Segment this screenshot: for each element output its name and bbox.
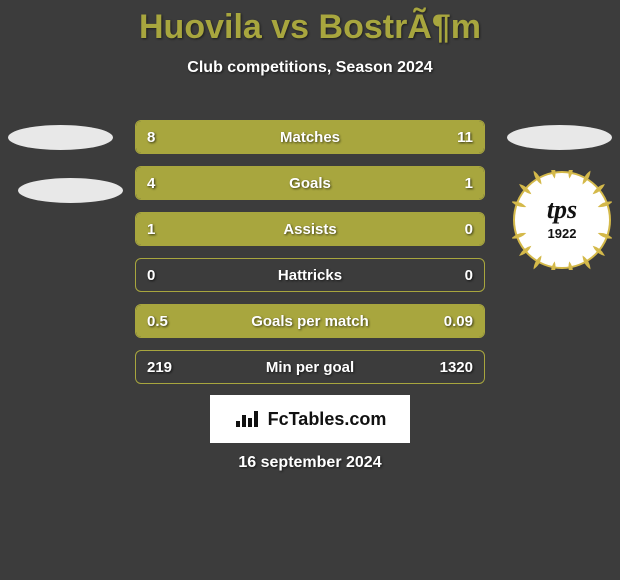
- stats-container: 811Matches 41Goals 10Assists 00Hattricks 0.5…: [135, 120, 485, 396]
- club-badge: tps 1922: [512, 170, 612, 270]
- stat-row: 10Assists: [135, 212, 485, 246]
- brand-watermark: FcTables.com: [210, 395, 410, 443]
- badge-text-year: 1922: [548, 226, 577, 241]
- stat-bar-track: [135, 212, 485, 246]
- stat-bar-left-fill: [136, 167, 404, 199]
- stat-bar-left-fill: [136, 121, 275, 153]
- stat-bar-track: [135, 258, 485, 292]
- stat-bar-track: [135, 120, 485, 154]
- brand-text: FcTables.com: [268, 409, 387, 430]
- stat-row: 41Goals: [135, 166, 485, 200]
- page-title: Huovila vs BostrÃ¶m: [0, 8, 620, 47]
- badge-text-top: tps: [547, 195, 577, 224]
- player1-avatar-placeholder-top: [8, 125, 113, 150]
- stat-bar-track: [135, 304, 485, 338]
- stat-row: 811Matches: [135, 120, 485, 154]
- stat-bar-track: [135, 166, 485, 200]
- stat-bar-right-fill: [275, 121, 484, 153]
- stat-bar-track: [135, 350, 485, 384]
- player2-avatar-placeholder: [507, 125, 612, 150]
- brand-bars-icon: [234, 409, 262, 429]
- stat-bar-left-fill: [136, 213, 484, 245]
- stat-row: 0.50.09Goals per match: [135, 304, 485, 338]
- date-text: 16 september 2024: [0, 454, 620, 472]
- page-subtitle: Club competitions, Season 2024: [0, 59, 620, 77]
- player1-avatar-placeholder-bottom: [18, 178, 123, 203]
- stat-bar-right-fill: [404, 167, 484, 199]
- stat-row: 2191320Min per goal: [135, 350, 485, 384]
- stat-bar-left-fill: [136, 305, 484, 337]
- stat-row: 00Hattricks: [135, 258, 485, 292]
